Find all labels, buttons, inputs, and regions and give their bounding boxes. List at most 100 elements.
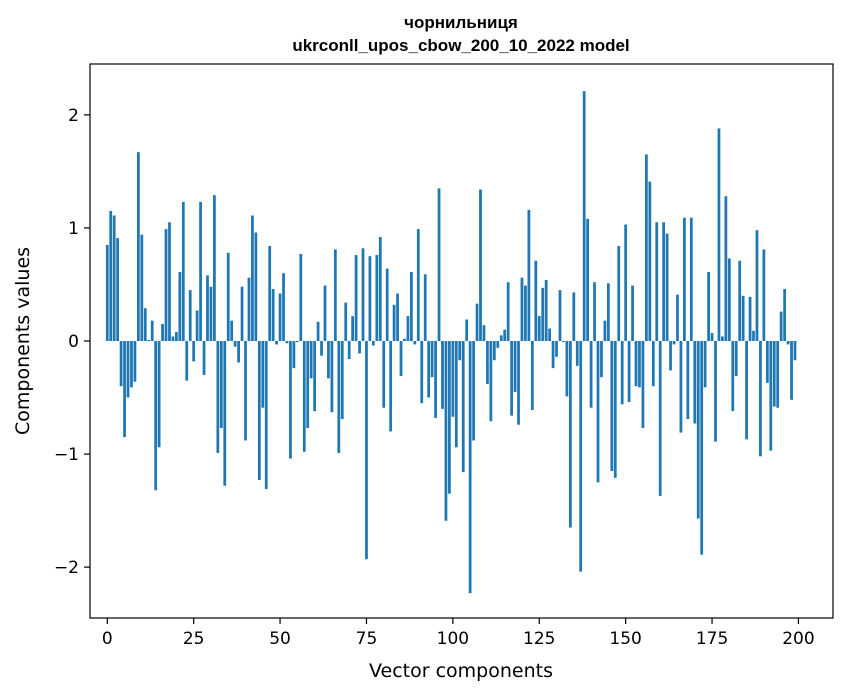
y-tick-label: −2 xyxy=(54,558,79,578)
bar xyxy=(520,277,524,341)
bar xyxy=(347,341,351,360)
bar xyxy=(282,273,285,341)
bar xyxy=(257,341,261,481)
bar xyxy=(741,295,745,341)
bar xyxy=(586,218,590,341)
bar xyxy=(392,304,396,341)
x-tick-label: 100 xyxy=(437,629,469,649)
bar xyxy=(219,341,223,429)
bar xyxy=(202,341,206,375)
bar xyxy=(188,290,192,341)
x-tick-label: 175 xyxy=(696,629,728,649)
bar xyxy=(748,296,752,341)
bar xyxy=(717,128,721,341)
bar xyxy=(451,341,455,417)
chart-title: чорнильниця xyxy=(404,13,518,32)
bar xyxy=(776,341,780,408)
bar xyxy=(361,248,365,341)
bar xyxy=(551,341,555,369)
bar xyxy=(517,341,520,425)
chart-subtitle: ukrconll_upos_cbow_200_10_2022 model xyxy=(292,36,629,55)
bar xyxy=(313,341,317,412)
bar xyxy=(320,341,323,356)
bar xyxy=(765,341,769,383)
bar xyxy=(572,292,576,341)
bar xyxy=(600,341,603,378)
bar xyxy=(264,341,268,490)
bar xyxy=(582,91,586,341)
y-tick-label: 1 xyxy=(68,219,79,239)
bar xyxy=(292,341,296,369)
bar xyxy=(461,341,465,473)
bar xyxy=(261,341,265,408)
bar xyxy=(752,330,755,341)
bar xyxy=(323,285,327,341)
bar xyxy=(454,341,458,448)
bar xyxy=(617,246,621,341)
bar xyxy=(123,341,126,438)
x-tick-label: 150 xyxy=(609,629,641,649)
bar xyxy=(378,236,382,341)
bar xyxy=(593,282,596,341)
bar xyxy=(410,272,413,341)
bar xyxy=(351,316,355,341)
x-tick-label: 125 xyxy=(523,629,555,649)
bar xyxy=(755,230,759,341)
bar xyxy=(199,201,202,341)
bar xyxy=(375,255,379,341)
bar xyxy=(527,209,531,341)
bar xyxy=(568,341,572,528)
bar xyxy=(710,333,714,341)
bar xyxy=(416,229,420,341)
bar xyxy=(686,341,690,420)
bar xyxy=(368,256,372,341)
bar xyxy=(645,154,648,341)
bar xyxy=(489,341,493,422)
bar xyxy=(669,341,672,371)
bar xyxy=(289,341,292,459)
bar xyxy=(316,321,320,341)
bar xyxy=(251,215,254,341)
bar xyxy=(707,272,710,341)
bar xyxy=(503,329,507,341)
bar xyxy=(434,341,437,418)
bar xyxy=(254,232,258,341)
bar xyxy=(164,229,168,341)
bar xyxy=(268,246,272,341)
bar xyxy=(330,341,334,413)
bar xyxy=(147,339,151,341)
bar xyxy=(779,311,783,341)
bar xyxy=(403,338,406,341)
bar xyxy=(327,341,330,379)
bar xyxy=(213,195,216,341)
bar xyxy=(244,341,247,441)
bar xyxy=(530,341,534,410)
bar xyxy=(358,341,361,354)
bar xyxy=(610,341,614,472)
bar xyxy=(337,341,341,453)
bar xyxy=(575,341,579,366)
bar xyxy=(714,341,717,442)
bar xyxy=(475,303,479,341)
bar xyxy=(524,285,527,341)
bar xyxy=(496,341,500,348)
bar xyxy=(175,331,178,341)
bar xyxy=(465,319,469,341)
x-tick-label: 0 xyxy=(102,629,113,649)
bar xyxy=(665,233,669,341)
bar xyxy=(734,341,738,377)
bar xyxy=(651,341,655,387)
bar xyxy=(638,341,641,388)
bar xyxy=(482,325,486,341)
bar xyxy=(772,341,776,407)
bar xyxy=(606,283,610,341)
bar xyxy=(382,341,386,408)
bar xyxy=(658,341,662,496)
bar xyxy=(285,341,289,344)
bar xyxy=(275,341,278,345)
bar xyxy=(399,341,403,377)
bar xyxy=(192,341,196,362)
bar xyxy=(126,341,130,398)
bar xyxy=(209,286,213,341)
